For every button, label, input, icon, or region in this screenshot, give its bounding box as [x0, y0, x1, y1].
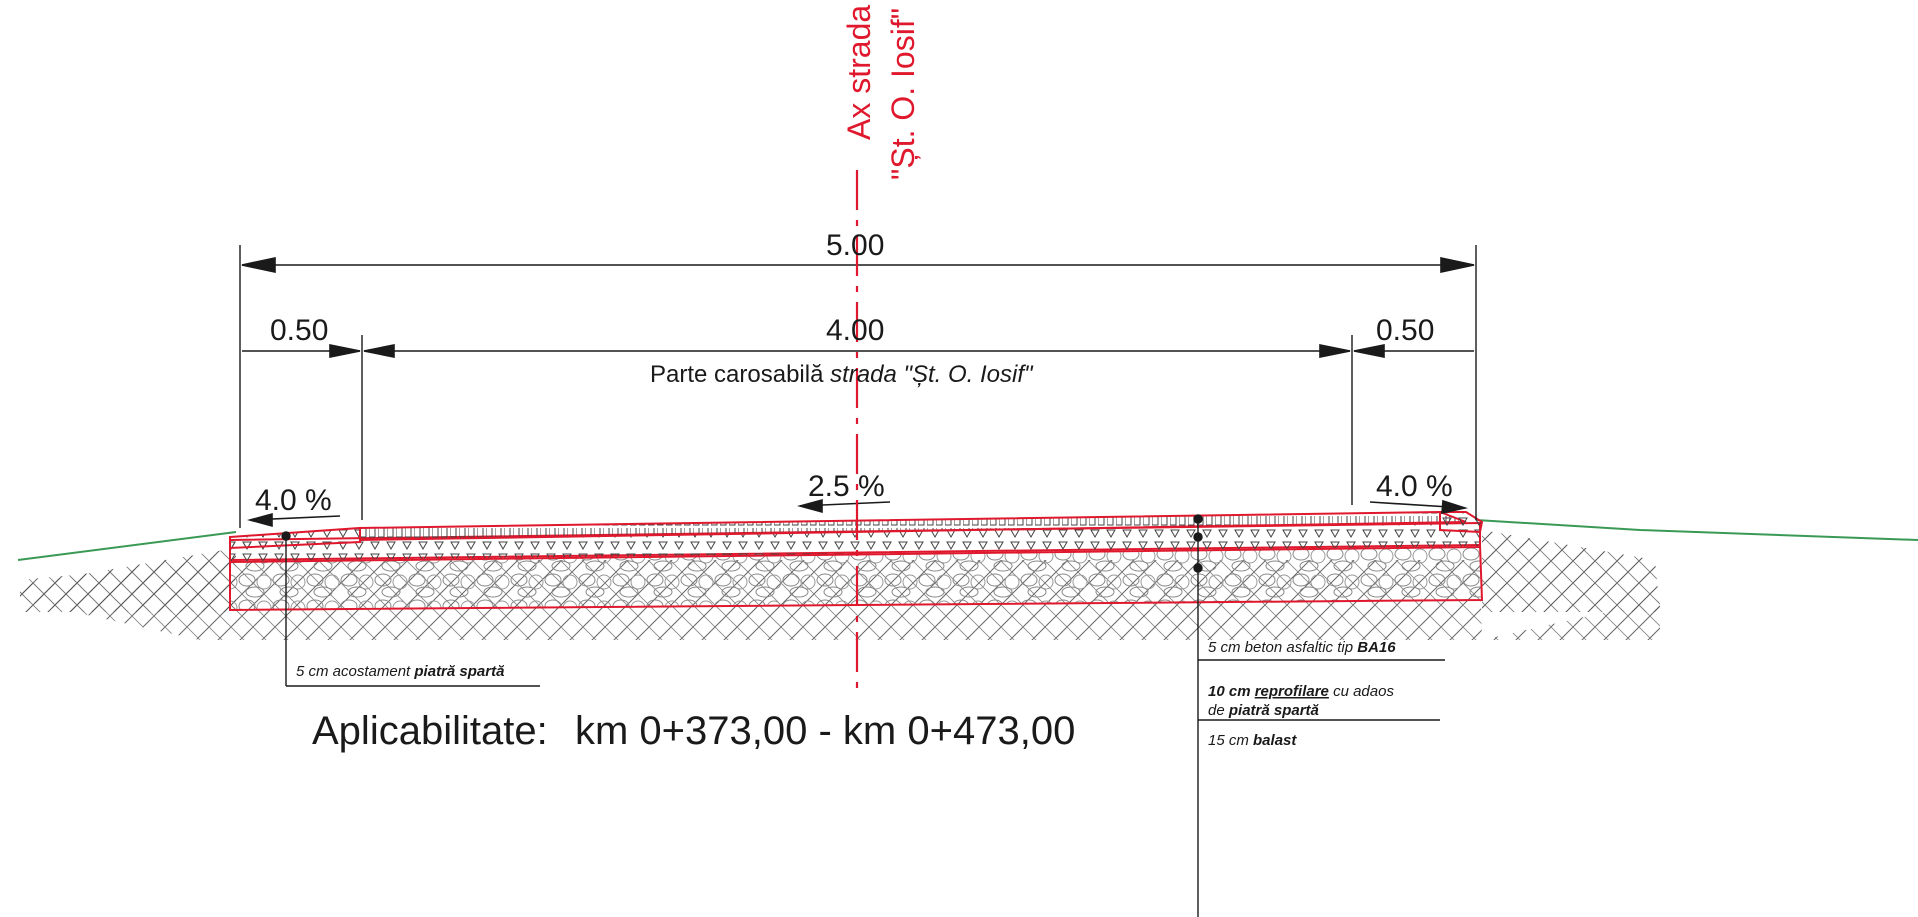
carriageway-label: Parte carosabilă strada "Șt. O. Iosif": [650, 361, 1034, 388]
dim-total-width: 5.00: [826, 229, 884, 262]
layer-shoulder-left: [229, 526, 361, 550]
note-reprofiling-line2-material: piatră spartă: [1228, 702, 1320, 719]
dim-right-shoulder: 0.50: [1376, 314, 1434, 347]
note-wearing-material: BA16: [1357, 639, 1396, 656]
carriageway-label-street: strada "Șt. O. Iosif": [830, 361, 1034, 388]
note-wearing-course: 5 cm beton asfaltic tip BA16: [1208, 639, 1396, 656]
layer-shoulder-right: [1439, 511, 1484, 534]
leader-lines: [281, 514, 1445, 917]
note-reprofiling-line2: de piatră spartă: [1208, 702, 1320, 719]
note-reprofiling-suffix: cu adaos: [1329, 683, 1395, 700]
note-reprofiling-line2-prefix: de: [1208, 702, 1229, 719]
note-ballast-prefix: 15 cm: [1208, 732, 1253, 749]
slope-arrows: [246, 498, 1469, 528]
note-reprofiling-material: reprofilare: [1255, 683, 1329, 700]
terrain-left: [17, 531, 237, 561]
axis-label: Ax strada "Șt. O. Iosif": [841, 5, 921, 180]
applicability-range: km 0+373,00 - km 0+473,00: [575, 709, 1075, 753]
slope-right: 4.0 %: [1376, 470, 1453, 503]
slope-left: 4.0 %: [255, 484, 332, 517]
note-reprofiling-prefix: 10 cm: [1208, 683, 1255, 700]
axis-label-line2: "Șt. O. Iosif": [885, 8, 921, 180]
dim-left-shoulder: 0.50: [270, 314, 328, 347]
note-ballast-material: balast: [1253, 732, 1297, 749]
slope-center: 2.5 %: [808, 470, 885, 503]
note-shoulder: 5 cm acostament piatră spartă: [296, 663, 505, 680]
terrain-right: [1475, 519, 1918, 541]
extension-lines: [239, 245, 1477, 528]
note-reprofiling: 10 cm reprofilare cu adaos: [1208, 683, 1394, 700]
note-shoulder-material: piatră spartă: [413, 663, 505, 680]
note-wearing-prefix: 5 cm beton asfaltic tip: [1208, 639, 1357, 656]
applicability-label: Aplicabilitate:: [312, 709, 548, 753]
axis-label-line1: Ax strada: [841, 5, 877, 140]
note-ballast: 15 cm balast: [1208, 732, 1297, 749]
carriageway-label-prefix: Parte carosabilă: [650, 361, 830, 388]
note-shoulder-prefix: 5 cm acostament: [296, 663, 414, 680]
dim-carriageway: 4.00: [826, 314, 884, 347]
